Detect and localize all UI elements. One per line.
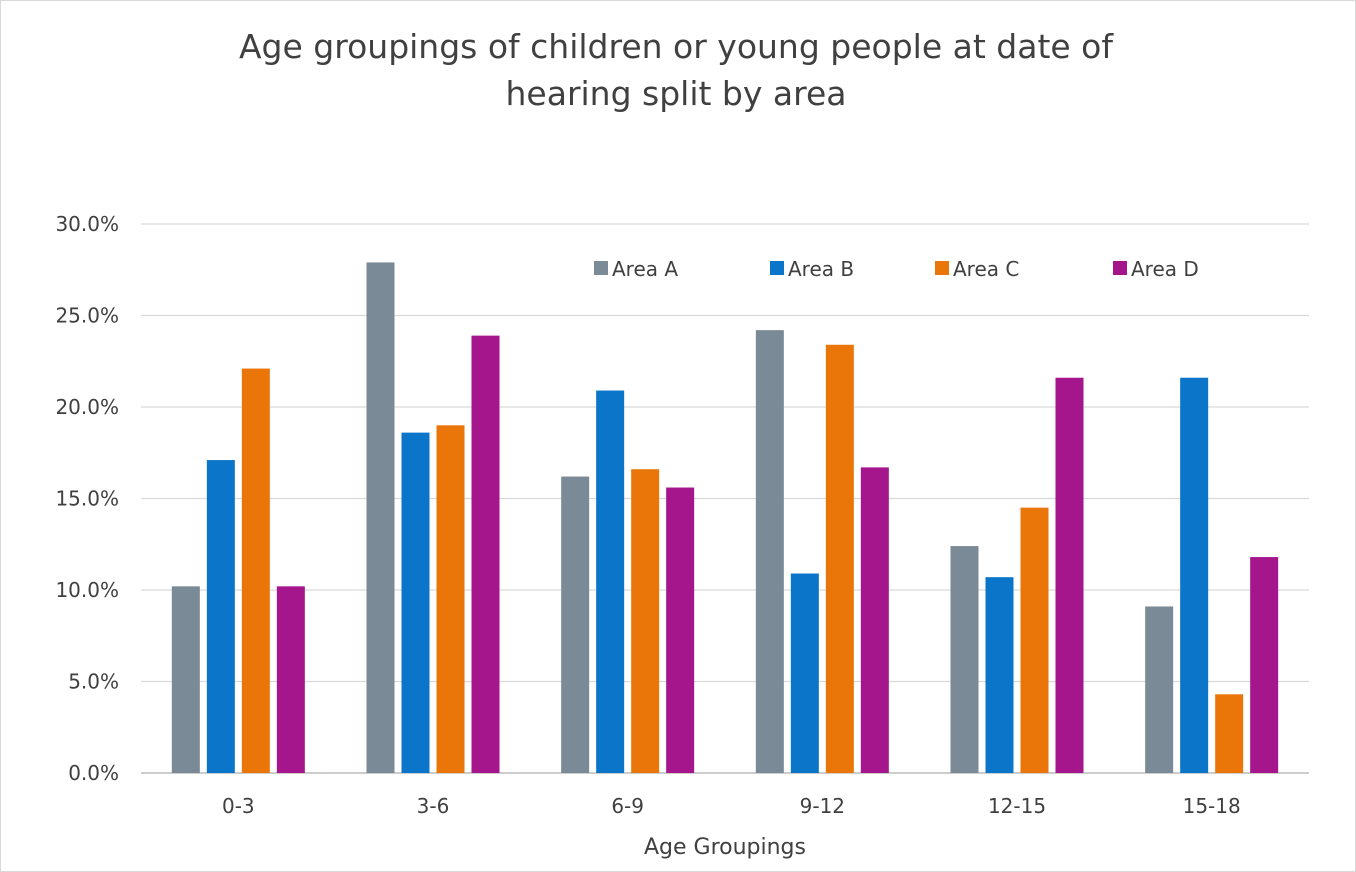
bar-area-c-0-3 [241, 368, 270, 773]
legend-swatch [770, 261, 784, 275]
x-tick-label: 6-9 [611, 794, 644, 818]
y-tick-label: 0.0% [68, 761, 119, 785]
x-axis-title: Age Groupings [644, 835, 806, 860]
y-tick-label: 30.0% [55, 212, 119, 236]
bar-area-b-0-3 [206, 460, 235, 773]
x-tick-label: 3-6 [417, 794, 450, 818]
legend-swatch [1113, 261, 1127, 275]
bar-area-d-15-18 [1250, 557, 1279, 773]
bar-area-c-6-9 [631, 469, 660, 773]
legend-label: Area B [788, 257, 854, 281]
y-tick-label: 5.0% [68, 670, 119, 694]
bar-area-d-0-3 [276, 586, 305, 773]
chart-title: Age groupings of children or young peopl… [238, 27, 1113, 113]
bar-area-c-15-18 [1215, 694, 1244, 773]
bar-area-a-6-9 [561, 476, 590, 773]
bar-area-d-3-6 [471, 335, 500, 773]
y-tick-label: 15.0% [55, 487, 119, 511]
legend-label: Area C [953, 257, 1019, 281]
legend-swatch [594, 261, 608, 275]
legend-label: Area D [1131, 257, 1199, 281]
x-tick-label: 12-15 [988, 794, 1046, 818]
bar-area-c-9-12 [825, 344, 854, 773]
bar-area-a-12-15 [950, 546, 979, 773]
bar-area-a-0-3 [171, 586, 200, 773]
bar-area-b-6-9 [596, 390, 625, 773]
bar-area-b-9-12 [790, 573, 819, 773]
x-tick-label: 0-3 [222, 794, 255, 818]
x-tick-label: 9-12 [800, 794, 845, 818]
bar-area-a-3-6 [366, 262, 395, 773]
y-tick-label: 20.0% [55, 395, 119, 419]
bar-area-b-12-15 [985, 577, 1014, 773]
y-tick-label: 25.0% [55, 304, 119, 328]
bar-area-b-15-18 [1180, 377, 1209, 773]
x-tick-label: 15-18 [1183, 794, 1241, 818]
bar-area-d-6-9 [666, 487, 695, 773]
legend-swatch [935, 261, 949, 275]
y-tick-label: 10.0% [55, 578, 119, 602]
bar-area-b-3-6 [401, 432, 430, 773]
bar-area-d-9-12 [860, 467, 889, 773]
legend-label: Area A [612, 257, 678, 281]
bar-area-a-9-12 [755, 330, 784, 773]
bar-area-c-12-15 [1020, 507, 1049, 773]
bar-area-c-3-6 [436, 425, 465, 773]
bar-area-d-12-15 [1055, 377, 1084, 773]
bar-area-a-15-18 [1145, 606, 1174, 773]
